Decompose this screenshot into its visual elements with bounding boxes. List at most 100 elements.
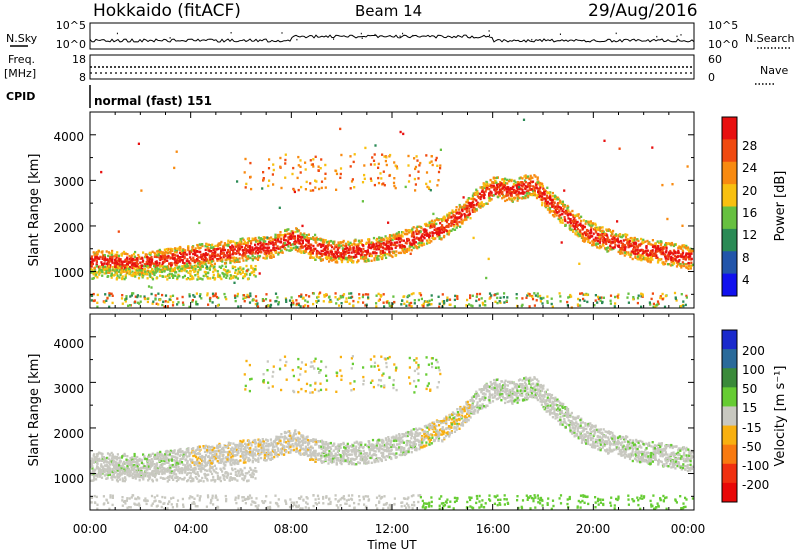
velocity-cell [136, 473, 139, 476]
velocity-cell [138, 471, 141, 474]
power-cell [361, 295, 364, 299]
power-cell [335, 251, 338, 255]
freq-label: Freq. [8, 53, 35, 66]
power-cell [237, 267, 240, 270]
power-cell [548, 211, 551, 214]
power-cell [342, 241, 345, 244]
power-cell [120, 271, 123, 274]
date-title: 29/Aug/2016 [588, 1, 698, 21]
power-cell [307, 241, 310, 244]
velocity-cell [126, 473, 129, 476]
power-cell [169, 256, 172, 259]
power-cell [415, 232, 418, 236]
velocity-cell [128, 473, 131, 477]
velocity-cell [98, 467, 101, 470]
power-cell [334, 169, 337, 172]
power-cell [378, 244, 381, 247]
power-cell [173, 250, 177, 254]
velocity-cell [107, 457, 110, 460]
power-cell [348, 255, 351, 259]
power-cell [276, 296, 279, 299]
power-cell [267, 237, 270, 240]
power-cell [249, 240, 253, 243]
power-cell [682, 264, 685, 268]
velocity-cell [122, 463, 125, 467]
power-cell [559, 213, 562, 217]
power-cell [536, 295, 540, 298]
power-cell [280, 186, 283, 190]
power-cell [441, 228, 444, 232]
power-cell [372, 236, 376, 240]
power-cell [157, 303, 160, 306]
power-cell [103, 268, 106, 272]
power-cell [236, 260, 239, 263]
power-cell [394, 164, 397, 167]
power-cell [400, 231, 404, 234]
power-cell [428, 180, 432, 183]
noise-search-dot [374, 33, 376, 36]
power-cell [675, 261, 679, 264]
power-cell [267, 242, 270, 245]
power-cell [297, 188, 300, 192]
power-cell [664, 257, 667, 260]
power-cell [589, 235, 593, 238]
power-cell [602, 296, 605, 299]
power-cell [632, 248, 635, 251]
power-cell [569, 213, 572, 216]
power-cell [432, 236, 435, 240]
power-cell [599, 238, 602, 242]
power-cell [640, 295, 643, 298]
power-cell [598, 246, 601, 250]
power-cell [587, 236, 590, 239]
power-cell [133, 267, 136, 270]
power-cell [546, 191, 549, 194]
power-cell [227, 256, 230, 259]
power-cell [639, 249, 642, 252]
power-cell [388, 304, 391, 307]
power-cell [685, 244, 688, 248]
power-cell [471, 294, 474, 297]
power-cell [616, 220, 619, 223]
power-cell [465, 207, 468, 210]
power-cell [98, 273, 101, 276]
power-cell [559, 206, 562, 210]
velocity-cell [121, 478, 124, 482]
power-cell [199, 265, 202, 268]
power-cell [438, 235, 441, 238]
power-cell [380, 238, 383, 242]
power-cell [229, 259, 232, 262]
power-cbar-tick-12: 12 [742, 228, 757, 242]
power-cell [205, 265, 208, 268]
power-cell [386, 300, 389, 303]
power-cell [506, 198, 509, 202]
power-cell [428, 221, 431, 225]
power-cell [219, 276, 222, 279]
velocity-cell [95, 473, 98, 476]
power-cell [118, 266, 121, 270]
power-cell [202, 274, 205, 278]
power-cell [580, 215, 583, 218]
power-cell [376, 258, 379, 261]
power-cell [573, 216, 576, 219]
power-cell [217, 247, 220, 251]
velocity-cell [113, 460, 116, 463]
power-cell [383, 155, 386, 158]
power-cell [348, 296, 351, 299]
power-cell [553, 194, 557, 197]
power-cell [261, 248, 264, 251]
power-cell [247, 255, 250, 258]
power-cell [479, 197, 482, 201]
power-cell [361, 200, 364, 203]
velocity-cell [91, 460, 94, 464]
velocity-cell [143, 465, 146, 468]
power-cell [571, 209, 574, 213]
power-cell [251, 258, 254, 262]
velocity-cell [123, 454, 126, 457]
power-cell [171, 268, 174, 271]
power-cell [262, 299, 265, 302]
power-cell [501, 187, 504, 190]
power-cell [562, 207, 565, 211]
power-cell [143, 264, 146, 268]
power-cell [514, 184, 517, 187]
power-cell [226, 270, 229, 273]
